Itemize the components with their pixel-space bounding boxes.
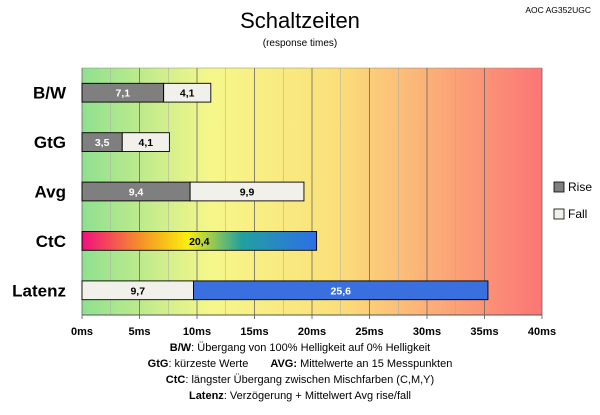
legend-fall-label: Fall xyxy=(568,207,587,221)
note-ctc-text: : längster Übergang zwischen Mischfarben… xyxy=(185,374,435,386)
note-latenz-term: Latenz xyxy=(188,390,224,402)
data-label: 4,1 xyxy=(180,88,195,100)
x-axis-ticks: 0ms 5ms 10ms 15ms 20ms 25ms 30ms 35ms 40ms xyxy=(71,315,556,338)
bar-segment xyxy=(193,280,489,301)
x-tick-label: 5ms xyxy=(128,326,150,338)
bar-segment xyxy=(81,231,318,251)
data-label: 20,4 xyxy=(189,236,210,248)
data-label: 4,1 xyxy=(139,137,154,149)
data-label: 7,1 xyxy=(116,88,131,100)
legend-fall-swatch xyxy=(553,208,565,220)
note-ctc-term: CtC xyxy=(165,374,186,386)
x-tick-label: 20ms xyxy=(298,326,326,338)
chart-subtitle: (response times) xyxy=(263,38,337,49)
model-label: AOC AG352UGC xyxy=(525,5,591,15)
category-label: Avg xyxy=(35,183,67,202)
data-label: 9,4 xyxy=(129,187,144,199)
x-tick-label: 0ms xyxy=(71,326,93,338)
category-label: B/W xyxy=(33,84,67,103)
data-label: 9,9 xyxy=(240,187,255,199)
note-gtg-text: : kürzeste Werte xyxy=(168,358,249,370)
legend-rise-swatch xyxy=(553,181,565,193)
note-bw-term: B/W xyxy=(169,342,192,354)
note-gtg-term: GtG xyxy=(147,358,169,370)
x-tick-label: 40ms xyxy=(528,326,556,338)
category-labels: B/W GtG Avg CtC Latenz xyxy=(12,84,67,301)
legend: Rise Fall xyxy=(553,180,592,221)
note-latenz-text: : Verzögerung + Mittelwert Avg rise/fall xyxy=(223,390,412,402)
x-tick-label: 35ms xyxy=(470,326,498,338)
x-tick-label: 30ms xyxy=(413,326,441,338)
note-bw: B/W: Übergang von 100% Helligkeit auf 0%… xyxy=(0,340,600,356)
chart-title: Schaltzeiten xyxy=(240,8,360,33)
note-avg-text: Mittelwerte an 15 Messpunkten xyxy=(297,358,453,370)
data-label: 25,6 xyxy=(331,285,352,297)
note-gtg-avg: GtG: kürzeste Werte AVG: Mittelwerte an 1… xyxy=(0,356,600,372)
category-label: CtC xyxy=(36,232,66,251)
bar-segment xyxy=(121,132,170,152)
category-label: Latenz xyxy=(12,281,66,300)
bars: 7,1 4,1 3,5 4,1 9,4 9,9 20,4 9,7 25,6 xyxy=(81,82,489,301)
data-label: 9,7 xyxy=(130,285,145,297)
data-label: 3,5 xyxy=(95,137,110,149)
note-avg-term: AVG: xyxy=(270,358,298,370)
category-label: GtG xyxy=(34,133,66,152)
legend-notes: B/W: Übergang von 100% Helligkeit auf 0%… xyxy=(0,340,600,404)
legend-rise-label: Rise xyxy=(568,180,592,194)
note-bw-text: : Übergang von 100% Helligkeit auf 0% He… xyxy=(191,342,431,354)
bar-segment xyxy=(163,82,212,103)
x-tick-label: 25ms xyxy=(355,326,383,338)
bar-segment xyxy=(189,181,305,202)
note-latenz: Latenz: Verzögerung + Mittelwert Avg ris… xyxy=(0,388,600,404)
x-tick-label: 10ms xyxy=(183,326,211,338)
note-ctc: CtC: längster Übergang zwischen Mischfar… xyxy=(0,372,600,388)
x-tick-label: 15ms xyxy=(240,326,268,338)
